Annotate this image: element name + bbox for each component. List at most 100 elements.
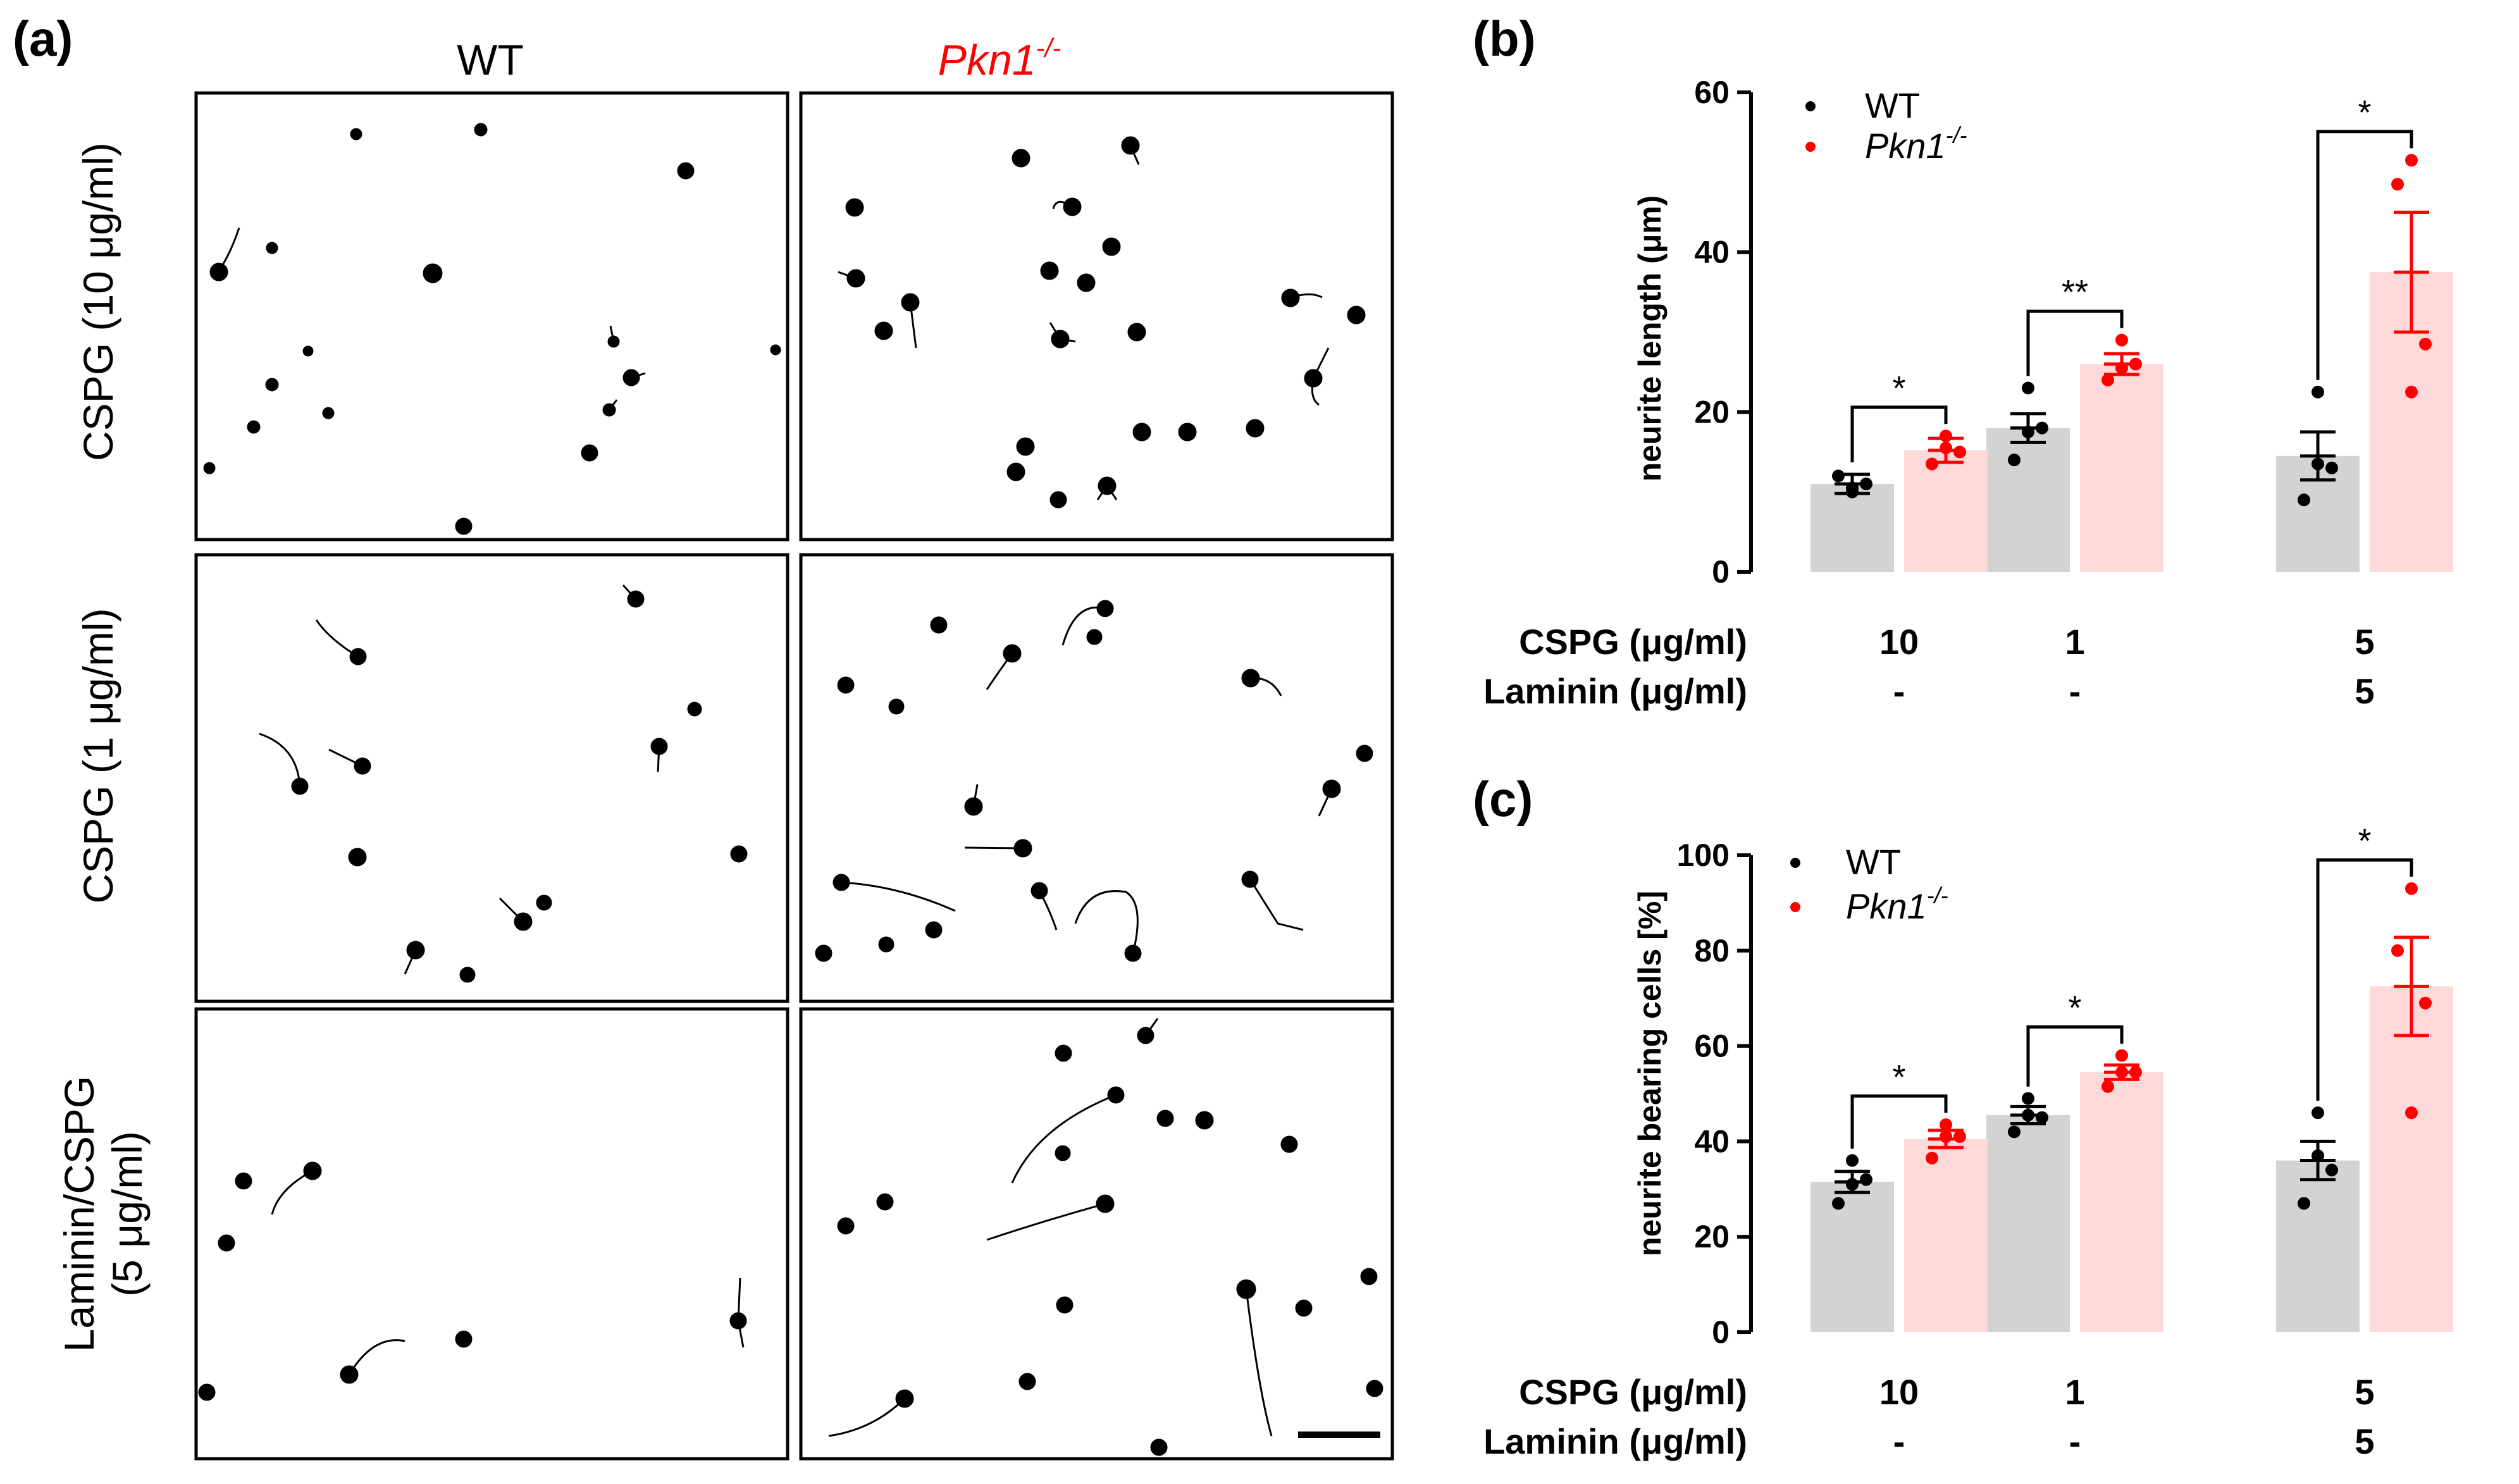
row-header-cspg-1: CSPG (1 μg/ml) [75, 608, 121, 903]
chart-b-point-wt [2298, 493, 2310, 507]
chart-b-point-wt [2008, 454, 2021, 467]
chart-c-laminin-value: - [2069, 1421, 2081, 1461]
chart-c-significance-bracket [1850, 1094, 1948, 1149]
chart-b-ytick-label: 0 [1712, 554, 1730, 590]
chart-b-point-ko [2101, 373, 2114, 386]
chart-c-point-ko [2419, 996, 2432, 1010]
column-header-pkn1-superscript: -/- [1036, 33, 1061, 63]
chart-c-bar-wt-0 [1810, 1182, 1894, 1332]
chart-c-cspg-value: 5 [2355, 1372, 2374, 1412]
legend-b-wt-label: WT [1865, 85, 1920, 125]
chart-c-ytick-label: 0 [1712, 1314, 1730, 1350]
chart-c-point-ko [2101, 1080, 2114, 1093]
chart-b-significance-label: * [1892, 369, 1905, 407]
neuron-cells-pkn1-cspg10 [838, 136, 1366, 509]
chart-c-point-wt [2325, 1163, 2338, 1177]
chart-c-laminin-row-label: Laminin (μg/ml) [1483, 1421, 1747, 1461]
chart-c-point-ko [1953, 1130, 1966, 1143]
legend-c-ko-superscript: -/- [1927, 882, 1948, 908]
chart-c-laminin-value: 5 [2355, 1421, 2374, 1461]
chart-b-point-ko [2129, 357, 2142, 371]
chart-c-ytick-label: 80 [1694, 933, 1730, 968]
chart-b-ytick-label: 40 [1694, 235, 1730, 270]
chart-c-condition-values: 10 1 5 - - 5 [1879, 1372, 2375, 1461]
legend-b-wt-marker [1805, 101, 1816, 111]
chart-b-point-ko [2419, 337, 2432, 350]
chart-c-point-ko [2115, 1049, 2128, 1062]
chart-b-bar-wt-0 [1810, 484, 1894, 572]
neuron-cells-pkn1-laminin [828, 1018, 1383, 1456]
neuron-cells-wt-laminin [198, 1161, 747, 1401]
chart-b-point-ko [2405, 385, 2418, 399]
row-header-cspg-10: CSPG (10 μg/ml) [75, 142, 121, 461]
micrograph-wt-cspg1 [194, 553, 789, 1003]
chart-c-bar-ko-0 [1904, 1139, 1988, 1332]
chart-b-point-wt [2022, 381, 2034, 395]
chart-c-significance-label: * [2068, 989, 2081, 1027]
chart-b-laminin-row-label: Laminin (μg/ml) [1483, 671, 1747, 711]
chart-b-point-ko [2405, 154, 2418, 167]
legend-b-ko-superscript: -/- [1946, 122, 1967, 148]
chart-b-significance-label: ** [2062, 273, 2088, 311]
chart-b-cspg-row-label: CSPG (μg/ml) [1519, 622, 1747, 662]
legend-c-wt-label: WT [1846, 842, 1901, 882]
chart-c-plot-area: 0 20 40 60 80 100 * * * [1677, 822, 2453, 1350]
chart-c-point-wt [1846, 1178, 1859, 1191]
chart-b-point-wt [2312, 385, 2324, 399]
chart-b-ytick-label: 20 [1694, 394, 1730, 430]
chart-b-point-wt [2325, 461, 2338, 474]
chart-c-bar-ko-1 [2080, 1072, 2163, 1332]
chart-c-bar-wt-1 [1986, 1115, 2070, 1332]
panel-c-label: (c) [1473, 771, 1533, 827]
chart-c-ylabel: neurite bearing cells [%] [1632, 891, 1668, 1256]
chart-c-point-ko [1926, 1151, 1938, 1165]
chart-c-ytick-label: 20 [1694, 1219, 1730, 1254]
chart-b-laminin-value: - [1893, 671, 1905, 711]
micrograph-pkn1-laminin [799, 1007, 1394, 1461]
chart-b-laminin-value: 5 [2355, 671, 2374, 711]
neuron-cells-wt-cspg1 [259, 584, 748, 983]
chart-c-point-ko [2391, 944, 2404, 957]
panel-a-label: (a) [13, 11, 73, 66]
legend-c-ko-marker [1790, 902, 1800, 912]
chart-b-point-ko [1940, 442, 1952, 455]
chart-b-significance-bracket [2026, 309, 2124, 376]
micrograph-pkn1-cspg10 [799, 91, 1394, 541]
chart-b-point-ko [2115, 361, 2128, 374]
chart-c-ytick-label: 40 [1694, 1123, 1730, 1159]
legend-b-ko-marker [1805, 142, 1816, 152]
chart-b-significance-label: * [2358, 94, 2371, 132]
micrograph-wt-laminin [194, 1007, 789, 1461]
column-header-wt: WT [457, 36, 524, 84]
chart-c-point-wt [2008, 1125, 2021, 1139]
chart-b-point-wt [1860, 478, 1872, 491]
chart-b-significance-bracket [1850, 405, 1948, 462]
chart-c-cspg-value: 1 [2065, 1372, 2084, 1412]
legend-b-ko-label: Pkn1-/- [1865, 122, 1967, 166]
chart-c-cspg-value: 10 [1879, 1372, 1919, 1412]
chart-b-point-ko [2115, 333, 2128, 347]
row-header-laminin-cspg: Laminin/CSPG [56, 1076, 102, 1352]
column-header-pkn1: Pkn1-/- [938, 33, 1061, 84]
chart-c-point-ko [2405, 1106, 2418, 1120]
legend-c-wt-marker [1790, 858, 1800, 868]
chart-c-point-ko [2405, 882, 2418, 895]
chart-c-point-wt [2036, 1111, 2048, 1124]
chart-b-point-ko [1940, 430, 1952, 443]
chart-b-point-wt [2312, 457, 2324, 471]
chart-b-point-ko [1953, 445, 1966, 459]
chart-c-significance-label: * [2358, 822, 2371, 860]
chart-c-point-wt [2298, 1197, 2310, 1210]
chart-c-point-wt [1832, 1197, 1845, 1210]
micrograph-wt-cspg10 [194, 91, 789, 541]
chart-b-point-wt [2022, 425, 2034, 438]
chart-c-ytick-label: 100 [1677, 838, 1730, 873]
chart-b-bar-ko-1 [2080, 364, 2163, 572]
neuron-cells-pkn1-cspg1 [815, 600, 1373, 962]
chart-b-bar-wt-1 [1986, 428, 2070, 572]
chart-c-point-ko [2129, 1066, 2142, 1079]
chart-b-cspg-value: 10 [1879, 622, 1919, 662]
chart-c-point-wt [2022, 1108, 2034, 1122]
